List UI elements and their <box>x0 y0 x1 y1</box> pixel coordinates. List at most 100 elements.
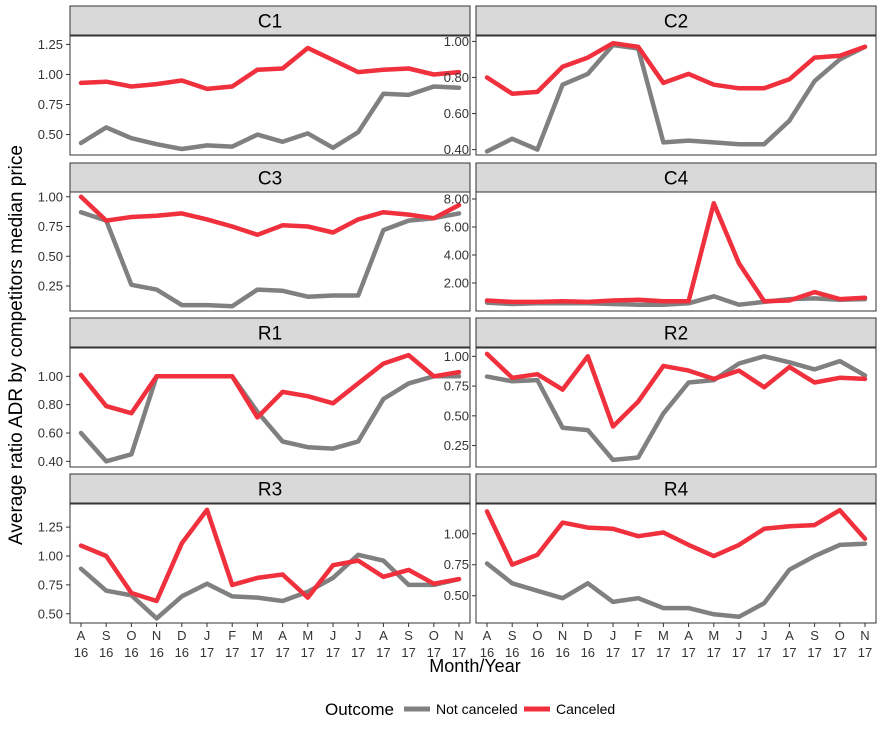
legend: Outcome Not canceled Canceled <box>325 700 615 719</box>
y-tick-label-r1-2: 0.80 <box>38 397 63 412</box>
canceled-line-c2 <box>484 40 868 96</box>
y-tick-label-r3-0: 0.50 <box>38 606 63 621</box>
x-tick-month-r3-12: A <box>379 628 388 643</box>
x-tick-month-r3-4: D <box>177 628 186 643</box>
x-tick-month-r4-8: A <box>684 628 693 643</box>
y-tick-label-r2-0: 0.25 <box>444 438 469 453</box>
y-tick-label-c3-1: 0.50 <box>38 249 63 264</box>
x-tick-month-r3-15: N <box>454 628 463 643</box>
x-tick-month-r4-13: S <box>810 628 819 643</box>
x-tick-year-r4-11: 17 <box>757 645 771 660</box>
x-tick-year-r4-7: 17 <box>656 645 670 660</box>
panel-strip-c2 <box>475 5 877 36</box>
panel-title-c4: C4 <box>664 169 689 190</box>
panel-title-c3: C3 <box>258 169 282 190</box>
not-canceled-line-r1 <box>78 374 462 464</box>
y-tick-label-r3-1: 0.75 <box>38 577 63 592</box>
x-tick-month-r3-14: O <box>429 628 439 643</box>
x-tick-year-r4-15: 17 <box>858 645 872 660</box>
y-tick-label-c1-3: 1.25 <box>38 37 63 52</box>
y-tick-label-c4-1: 4.00 <box>444 248 469 263</box>
panel-plot-area-c3 <box>69 191 471 312</box>
y-tick-label-c2-3: 1.00 <box>444 34 469 49</box>
x-tick-year-r3-4: 16 <box>175 645 189 660</box>
panel-strip-r1 <box>69 317 471 348</box>
panel-c3: C3 0.25 0.50 0.75 1.00 <box>38 162 471 312</box>
x-tick-month-r4-2: O <box>532 628 542 643</box>
y-tick-label-c3-3: 1.00 <box>38 189 63 204</box>
x-tick-month-r4-9: M <box>708 628 719 643</box>
y-tick-label-c1-0: 0.50 <box>38 127 63 142</box>
y-tick-label-r2-2: 0.75 <box>444 379 469 394</box>
x-tick-month-r4-4: D <box>583 628 592 643</box>
x-tick-year-r3-15: 17 <box>452 645 466 660</box>
x-tick-year-r4-3: 16 <box>555 645 569 660</box>
x-tick-month-r4-3: N <box>558 628 567 643</box>
x-tick-year-r4-13: 17 <box>807 645 821 660</box>
x-tick-month-r4-6: F <box>634 628 642 643</box>
x-tick-year-r3-10: 17 <box>326 645 340 660</box>
x-tick-year-r4-12: 17 <box>782 645 796 660</box>
not-canceled-line-r2 <box>484 354 868 463</box>
x-tick-year-r3-13: 17 <box>401 645 415 660</box>
y-axis-label: Average ratio ADR by competitors median … <box>6 145 27 545</box>
y-tick-label-r4-1: 0.75 <box>444 557 469 572</box>
y-tick-label-r1-1: 0.60 <box>38 426 63 441</box>
not-canceled-line-c3 <box>78 209 462 309</box>
panels-layer: C1 0.50 0.75 1.00 1.25 C2 0.40 0.60 0.80 1.00 C3 0.… <box>38 5 877 624</box>
panel-strip-c3 <box>69 162 471 193</box>
y-tick-label-c3-0: 0.25 <box>38 279 63 294</box>
x-tick-month-r3-13: S <box>404 628 413 643</box>
y-tick-label-r2-3: 1.00 <box>444 349 469 364</box>
panel-r4: R4 0.50 0.75 1.00 <box>444 473 877 624</box>
panel-title-c1: C1 <box>258 12 282 33</box>
y-tick-label-c4-3: 8.00 <box>444 192 469 207</box>
x-tick-year-r4-14: 17 <box>833 645 847 660</box>
x-tick-month-r3-8: A <box>278 628 287 643</box>
panel-strip-c4 <box>475 162 877 193</box>
x-tick-month-r3-7: M <box>252 628 263 643</box>
x-tick-year-r3-7: 17 <box>250 645 264 660</box>
x-tick-month-r3-1: S <box>102 628 111 643</box>
x-tick-year-r4-1: 16 <box>505 645 519 660</box>
x-tick-year-r3-6: 17 <box>225 645 239 660</box>
x-tick-year-r4-6: 17 <box>631 645 645 660</box>
canceled-line-r4 <box>484 507 868 567</box>
canceled-line-c4 <box>484 200 868 305</box>
panel-r3: R3 0.50 0.75 1.00 1.25 <box>38 473 471 624</box>
panel-c4: C4 2.00 4.00 6.00 8.00 <box>444 162 877 312</box>
x-tick-year-r3-2: 16 <box>124 645 138 660</box>
panel-title-r2: R2 <box>664 324 688 345</box>
x-tick-month-r4-0: A <box>483 628 492 643</box>
x-tick-month-r3-6: F <box>228 628 236 643</box>
panel-c2: C2 0.40 0.60 0.80 1.00 <box>444 5 877 157</box>
panel-strip-r4 <box>475 473 877 504</box>
x-tick-year-r3-11: 17 <box>351 645 365 660</box>
x-tick-year-r4-8: 17 <box>681 645 695 660</box>
x-tick-year-r3-1: 16 <box>99 645 113 660</box>
x-tick-month-r3-11: J <box>355 628 362 643</box>
panel-strip-r2 <box>475 317 877 348</box>
x-tick-month-r4-1: S <box>508 628 517 643</box>
x-tick-year-r4-0: 16 <box>480 645 494 660</box>
x-tick-month-r3-0: A <box>77 628 86 643</box>
y-tick-label-r1-3: 1.00 <box>38 369 63 384</box>
y-tick-label-r3-3: 1.25 <box>38 520 63 535</box>
x-tick-month-r4-7: M <box>658 628 669 643</box>
not-canceled-line-r4 <box>484 541 868 620</box>
legend-label-canceled: Canceled <box>556 701 615 717</box>
panel-strip-r3 <box>69 473 471 504</box>
y-tick-label-c4-0: 2.00 <box>444 276 469 291</box>
y-tick-label-r1-0: 0.40 <box>38 454 63 469</box>
x-tick-year-r4-2: 16 <box>530 645 544 660</box>
y-tick-label-r3-2: 1.00 <box>38 548 63 563</box>
y-tick-label-r4-0: 0.50 <box>444 588 469 603</box>
panel-plot-area-c2 <box>475 35 877 156</box>
panel-title-c2: C2 <box>664 12 688 33</box>
not-canceled-line-c2 <box>484 42 868 154</box>
panel-title-r3: R3 <box>258 480 282 501</box>
x-tick-year-r4-9: 17 <box>707 645 721 660</box>
canceled-line-r2 <box>484 351 868 429</box>
x-tick-year-r4-10: 17 <box>732 645 746 660</box>
